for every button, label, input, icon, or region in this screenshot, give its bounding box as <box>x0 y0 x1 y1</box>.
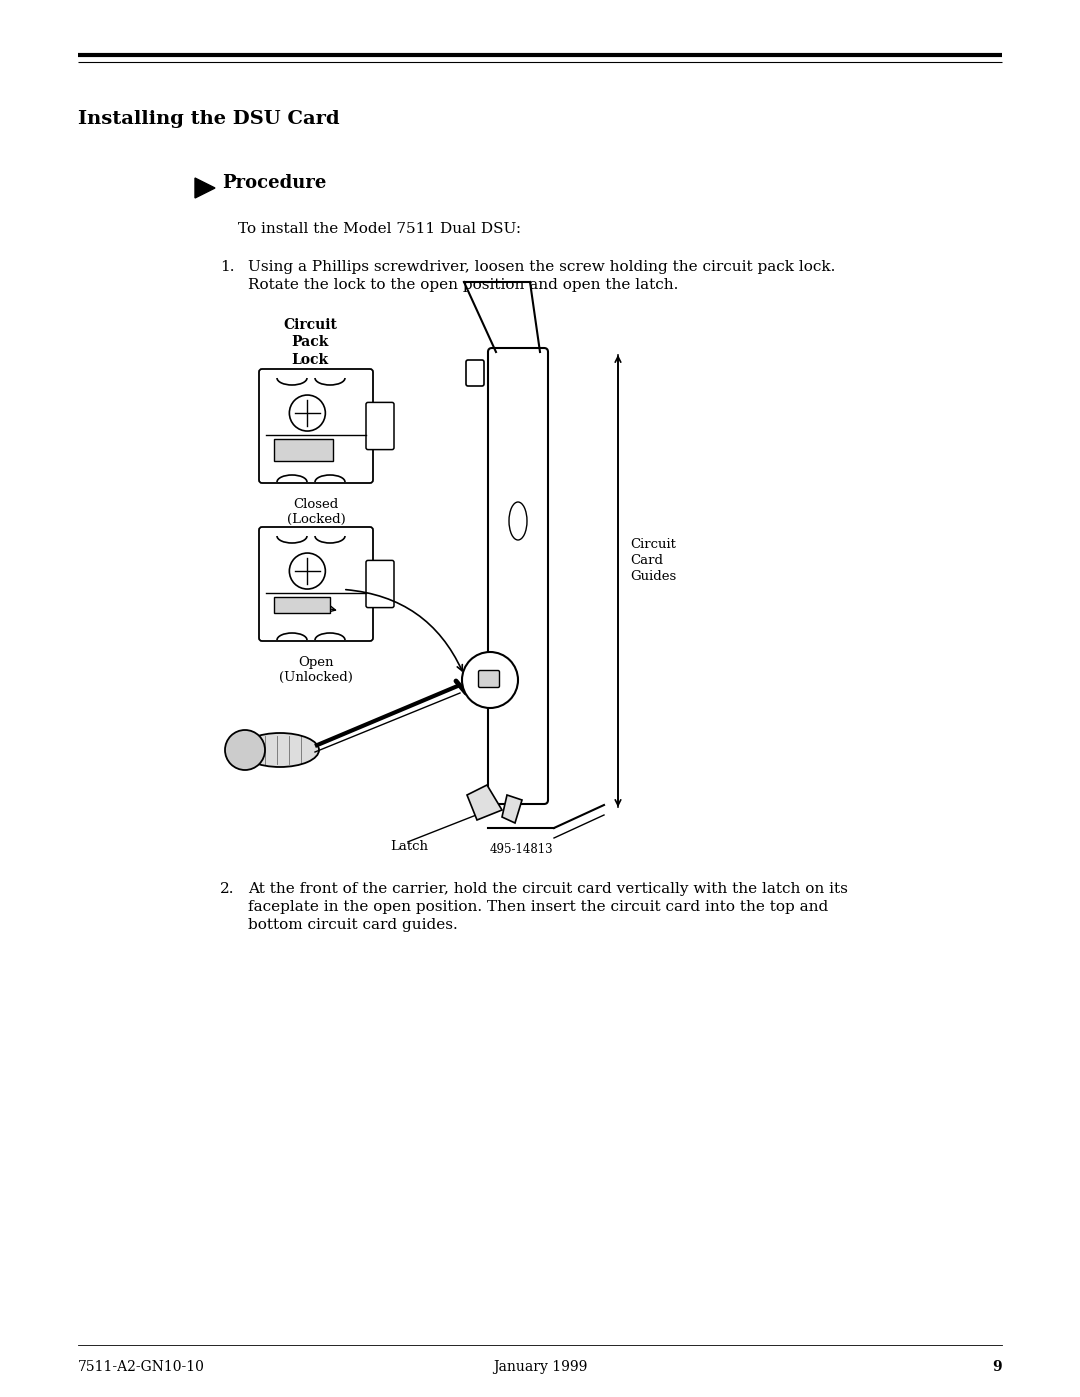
Ellipse shape <box>241 733 319 767</box>
Circle shape <box>462 652 518 708</box>
FancyBboxPatch shape <box>488 348 548 805</box>
Text: 2.: 2. <box>220 882 234 895</box>
Polygon shape <box>502 795 522 823</box>
Text: At the front of the carrier, hold the circuit card vertically with the latch on : At the front of the carrier, hold the ci… <box>248 882 848 895</box>
Bar <box>274 597 330 613</box>
Text: Using a Phillips screwdriver, loosen the screw holding the circuit pack lock.: Using a Phillips screwdriver, loosen the… <box>248 260 835 274</box>
FancyBboxPatch shape <box>259 369 373 483</box>
Text: January 1999: January 1999 <box>492 1361 588 1375</box>
Text: Circuit
Card
Guides: Circuit Card Guides <box>630 538 676 584</box>
Text: Installing the DSU Card: Installing the DSU Card <box>78 110 339 129</box>
Polygon shape <box>467 785 502 820</box>
FancyBboxPatch shape <box>366 560 394 608</box>
Ellipse shape <box>509 502 527 541</box>
Text: To install the Model 7511 Dual DSU:: To install the Model 7511 Dual DSU: <box>238 222 522 236</box>
Circle shape <box>225 731 265 770</box>
Text: Open
(Unlocked): Open (Unlocked) <box>279 657 353 685</box>
Text: faceplate in the open position. Then insert the circuit card into the top and: faceplate in the open position. Then ins… <box>248 900 828 914</box>
Text: 9: 9 <box>993 1361 1002 1375</box>
FancyBboxPatch shape <box>478 671 499 687</box>
Text: 495-14813: 495-14813 <box>490 842 554 856</box>
Text: Latch: Latch <box>390 840 428 854</box>
Text: 7511-A2-GN10-10: 7511-A2-GN10-10 <box>78 1361 205 1375</box>
FancyBboxPatch shape <box>259 527 373 641</box>
Text: Circuit
Pack
Lock: Circuit Pack Lock <box>283 319 337 366</box>
Text: bottom circuit card guides.: bottom circuit card guides. <box>248 918 458 932</box>
Circle shape <box>289 395 325 432</box>
Polygon shape <box>195 177 215 198</box>
FancyBboxPatch shape <box>465 360 484 386</box>
Text: Procedure: Procedure <box>222 175 326 191</box>
Text: Closed
(Locked): Closed (Locked) <box>286 497 346 527</box>
Text: 1.: 1. <box>220 260 234 274</box>
FancyBboxPatch shape <box>366 402 394 450</box>
Bar <box>274 439 334 461</box>
Text: Rotate the lock to the open position and open the latch.: Rotate the lock to the open position and… <box>248 278 678 292</box>
Circle shape <box>289 553 325 590</box>
